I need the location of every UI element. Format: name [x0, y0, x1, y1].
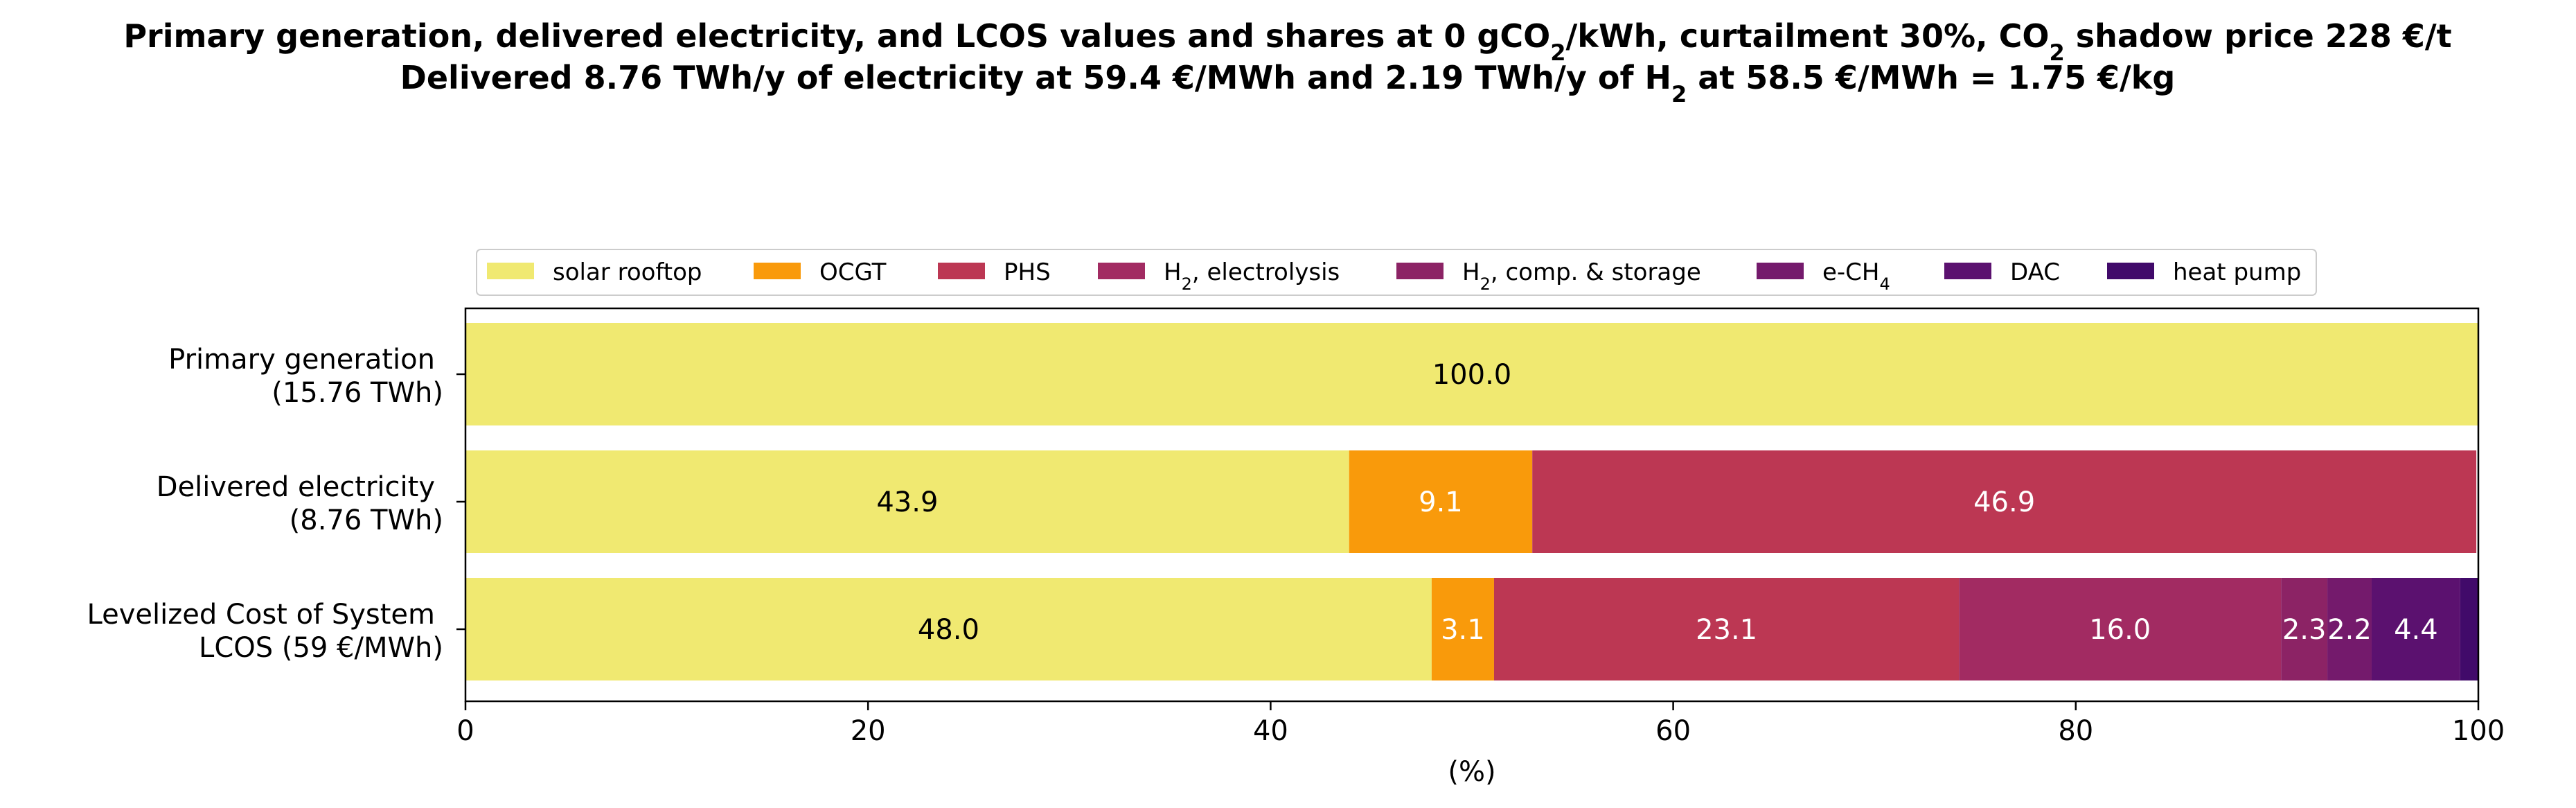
chart-title: Primary generation, delivered electricit… [123, 17, 2451, 107]
bar-segment [465, 323, 2478, 425]
x-axis-label: (%) [1448, 756, 1495, 788]
category-sublabel: LCOS (59 €/MWh) [199, 632, 443, 664]
bar-segment [2460, 578, 2478, 680]
legend-entry: solar rooftop [553, 258, 702, 286]
bar-segment [465, 578, 1432, 680]
data-label: 16.0 [2089, 614, 2151, 646]
legend-entry: H2, electrolysis [1164, 258, 1340, 294]
x-tick-label: 0 [456, 715, 474, 747]
bar-segment [1493, 578, 1960, 680]
legend: solar rooftop OCGT PHS H2, electrolysis H2, … [476, 249, 2317, 296]
x-tick-label: 20 [851, 715, 886, 747]
data-label: 9.1 [1419, 486, 1463, 518]
category-sublabel: (15.76 TWh) [272, 377, 443, 409]
axes: 0 20 40 60 80 100 (%) Primary generation(15.76 … [87, 307, 2505, 788]
legend-swatch [1098, 263, 1145, 279]
x-tick-label: 60 [1655, 715, 1691, 747]
data-label: 4.4 [2394, 614, 2438, 646]
legend-entry: OCGT [819, 258, 887, 286]
bar-segment [1959, 578, 2282, 680]
bar-segment [2327, 578, 2372, 680]
legend-entry: H2, comp. & storage [1462, 258, 1701, 294]
legend-swatch [1757, 263, 1804, 279]
category-label: Primary generation [168, 344, 435, 376]
category-label: Delivered electricity [157, 471, 435, 503]
data-label: 2.2 [2327, 614, 2372, 646]
title-line-2: Delivered 8.76 TWh/y of electricity at 5… [400, 59, 2176, 107]
bar-segment [1431, 578, 1494, 680]
legend-swatch [487, 263, 534, 279]
legend-swatch [754, 263, 801, 279]
legend-swatch [938, 263, 985, 279]
bar-segment [1532, 450, 2477, 553]
plot-frame [464, 307, 2480, 703]
bar-segment [1349, 450, 1533, 553]
bar-segment [465, 450, 1349, 553]
bar-segment [2281, 578, 2328, 680]
x-tick-label: 100 [2452, 715, 2505, 747]
x-tick-label: 80 [2058, 715, 2093, 747]
category-label: Levelized Cost of System [87, 599, 435, 631]
legend-entry: PHS [1004, 258, 1051, 286]
legend-entry: DAC [2010, 258, 2060, 286]
x-tick-label: 40 [1253, 715, 1288, 747]
legend-entry: e-CH4 [1822, 258, 1890, 294]
data-label: 48.0 [918, 614, 979, 646]
data-label: 46.9 [1973, 486, 2035, 518]
legend-swatch [2107, 263, 2154, 279]
legend-swatch [1944, 263, 1991, 279]
title-line-1: Primary generation, delivered electricit… [123, 17, 2451, 66]
legend-swatch [1396, 263, 1444, 279]
data-label: 23.1 [1696, 614, 1757, 646]
bars: 100.0 43.9 9.1 46.9 48.0 3.1 23.1 16.0 2.3 2.2 4.4 [465, 323, 2478, 680]
bar-segment [2371, 578, 2460, 680]
data-label: 2.3 [2282, 614, 2327, 646]
data-label: 43.9 [876, 486, 938, 518]
legend-entry: heat pump [2173, 258, 2301, 286]
data-label: 100.0 [1432, 359, 1512, 391]
data-label: 3.1 [1441, 614, 1485, 646]
category-sublabel: (8.76 TWh) [290, 504, 443, 536]
